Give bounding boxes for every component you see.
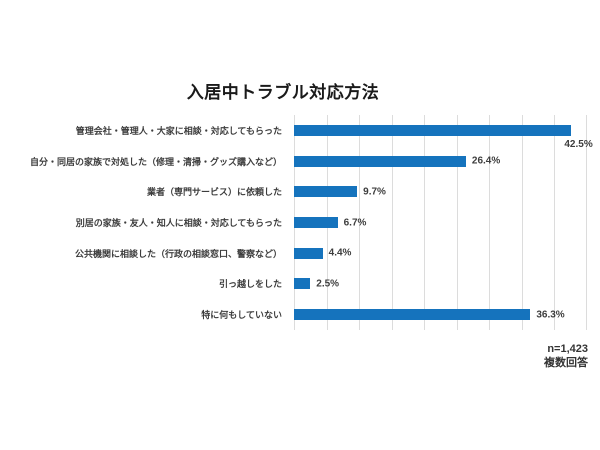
- chart-row: 引っ越しをした 2.5%: [8, 269, 587, 300]
- gridline: [521, 115, 523, 330]
- category-label: 管理会社・管理人・大家に相談・対応してもらった: [75, 125, 282, 136]
- chart-row: 自分・同居の家族で対処した（修理・清掃・グッズ購入など） 26.4%: [8, 146, 587, 177]
- category-label: 別居の家族・友人・知人に相談・対応してもらった: [75, 218, 282, 229]
- chart-row: 特に何もしていない 36.3%: [8, 299, 587, 330]
- bar-track: 42.5%: [294, 124, 593, 150]
- multiple-answers-label: 複数回答: [544, 357, 588, 369]
- value-label: 42.5%: [564, 138, 593, 150]
- bar: 42.5%: [294, 124, 593, 150]
- value-label: 36.3%: [536, 309, 565, 321]
- bar-track: 36.3%: [294, 309, 587, 321]
- bar: 26.4%: [294, 155, 500, 167]
- gridline: [554, 115, 556, 330]
- category-label: 引っ越しをした: [218, 279, 282, 290]
- chart-row: 業者（専門サービス）に依頼した 9.7%: [8, 176, 587, 207]
- category-label: 公共機関に相談した（行政の相談窓口、警察など）: [74, 248, 282, 259]
- bar-track: 6.7%: [294, 217, 587, 229]
- chart-row: 公共機関に相談した（行政の相談窓口、警察など） 4.4%: [8, 238, 587, 269]
- gridline: [424, 115, 426, 330]
- chart-row: 別居の家族・友人・知人に相談・対応してもらった 6.7%: [8, 207, 587, 238]
- sample-size: n=1,423: [547, 343, 588, 355]
- bar-track: 2.5%: [294, 278, 587, 290]
- category-label: 自分・同居の家族で対処した（修理・清掃・グッズ購入など）: [29, 156, 282, 167]
- bar-track: 4.4%: [294, 247, 587, 259]
- gridline: [391, 115, 393, 330]
- bar: 36.3%: [294, 309, 565, 321]
- value-label: 6.7%: [343, 217, 367, 229]
- bar-track: 26.4%: [294, 155, 587, 167]
- bar: 9.7%: [294, 186, 386, 198]
- value-label: 4.4%: [328, 247, 352, 259]
- value-label: 2.5%: [316, 278, 340, 290]
- chart-rows: 管理会社・管理人・大家に相談・対応してもらった 42.5% 自分・同居の家族で対処し…: [8, 115, 593, 330]
- category-label: 特に何もしていない: [201, 310, 282, 321]
- bar-chart: 管理会社・管理人・大家に相談・対応してもらった 42.5% 自分・同居の家族で対処し…: [8, 115, 593, 330]
- category-label: 業者（専門サービス）に依頼した: [146, 187, 282, 198]
- chart-title: 入居中トラブル対応方法: [186, 83, 380, 102]
- chart-row: 管理会社・管理人・大家に相談・対応してもらった 42.5%: [8, 115, 593, 150]
- bar: 2.5%: [294, 278, 339, 290]
- gridline: [456, 115, 458, 330]
- gridline: [586, 115, 587, 330]
- value-label: 9.7%: [363, 186, 386, 198]
- gridline: [359, 115, 361, 330]
- bar: 4.4%: [294, 247, 351, 259]
- bar: 6.7%: [294, 217, 366, 229]
- sample-size-note: n=1,423 複数回答: [544, 342, 588, 370]
- value-label: 26.4%: [471, 155, 501, 167]
- bar-track: 9.7%: [294, 186, 587, 198]
- gridline: [489, 115, 491, 330]
